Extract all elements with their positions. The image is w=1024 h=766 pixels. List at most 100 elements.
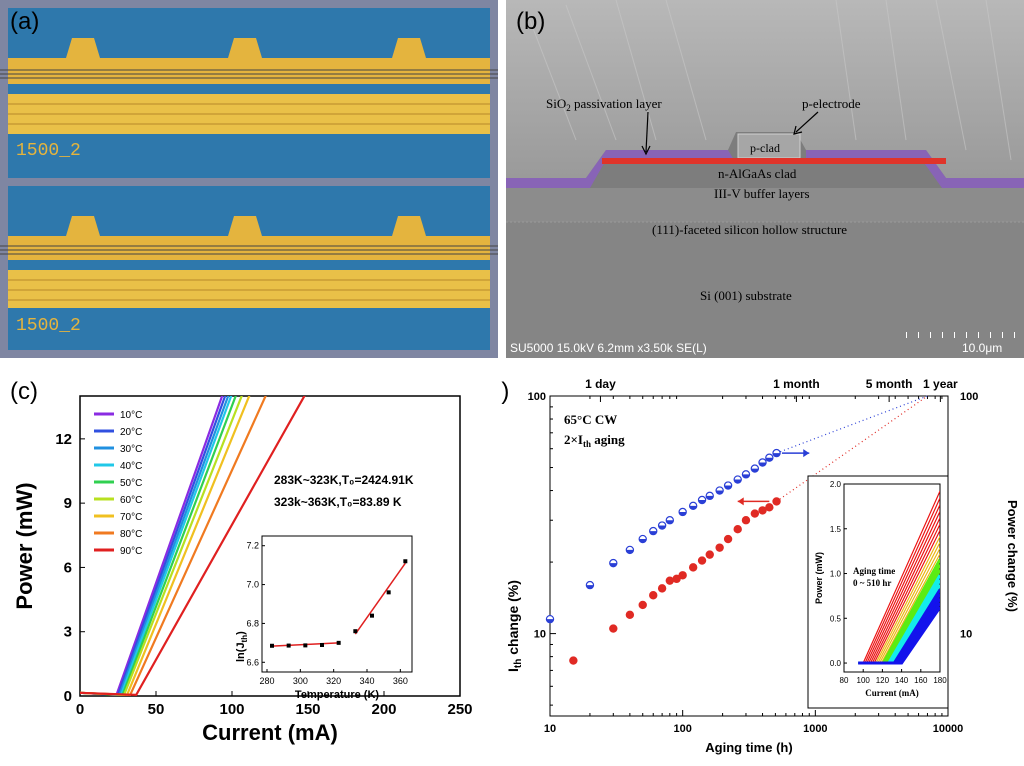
chart-c-xtick-label: 250: [447, 701, 472, 718]
inset-c-point: [320, 642, 324, 647]
chart-d-arrow-right-head: [803, 449, 810, 458]
chart-d-power-point: [688, 563, 698, 572]
chart-d-top-label: 1 day: [585, 377, 616, 391]
chart-d-arrow-left-head: [737, 497, 744, 506]
chart-c-series-line: [80, 396, 306, 696]
active-layer: [602, 158, 946, 164]
chart-d-power-point: [705, 550, 714, 559]
annotation-substrate: Si (001) substrate: [700, 288, 792, 303]
chart-d-top-label: 1 month: [773, 377, 820, 391]
inset-d-xtick-label: 140: [895, 676, 909, 685]
chart-c-xtick-label: 100: [219, 701, 244, 718]
chart-c-legend-label: 80°C: [120, 529, 142, 540]
chart-d-xtick-label: 1000: [803, 723, 827, 735]
chart-d-power-point: [741, 516, 751, 525]
inset-c-xtick-label: 320: [326, 676, 341, 686]
chart-c-legend-label: 20°C: [120, 427, 142, 438]
inset-c-xtick-label: 360: [393, 676, 408, 686]
inset-c-xtick-label: 280: [259, 676, 274, 686]
chart-d-power-point: [665, 576, 675, 585]
annotation-t0-low: 283K~323K,T₀=2424.91K: [274, 473, 414, 487]
annotation-cw: 65°C CW: [564, 412, 617, 427]
chart-d-power-point: [625, 610, 635, 619]
chart-d-ith-point-fill: [658, 525, 666, 530]
chart-d: 10 100 1000 10000 10 10 100 100 Aging time (h) Po…: [505, 377, 1020, 755]
inset-c-xtick-label: 340: [359, 676, 374, 686]
panel-b: SiO2 passivation layer p-electrode p-cla…: [506, 0, 1024, 358]
inset-d-xtick-label: 80: [840, 676, 849, 685]
chart-d-ith-point-fill: [679, 511, 687, 516]
annotation-p-electrode: p-electrode: [802, 96, 861, 111]
top-surface: [506, 0, 1024, 178]
chart-d-ylabel: Ith change (%): [505, 580, 524, 672]
chart-d-power-point: [697, 556, 707, 565]
chart-d-y2tick-label: 10: [960, 629, 972, 641]
chart-d-xtick-label: 10: [544, 723, 556, 735]
chart-d-ith-point-fill: [716, 490, 724, 495]
chart-d-ith-point-fill: [586, 585, 594, 589]
chart-d-extrapolation-ith: [776, 395, 928, 454]
inset-d-ylabel: Power (mW): [814, 552, 824, 604]
chart-d-ith-point-fill: [742, 474, 750, 478]
panel-label-a: (a): [10, 8, 40, 35]
chart-d-xlabel: Aging time (h): [705, 740, 792, 755]
annotation-p-clad: p-clad: [750, 141, 780, 155]
inset-d-xtick-label: 160: [914, 676, 928, 685]
inset-c-ytick-label: 7.0: [246, 580, 259, 590]
chart-d-ith-point-fill: [698, 500, 706, 504]
chart-c-ytick-label: 12: [55, 431, 72, 448]
panel-label-b: (b): [516, 8, 546, 35]
chart-d-ith-point-fill: [609, 563, 617, 567]
chart-d-power-point: [715, 543, 724, 552]
chart-d-ith-point-fill: [751, 468, 759, 473]
chart-d-ith-point-fill: [649, 531, 657, 535]
chart-d-ith-point-fill: [765, 457, 773, 462]
chart-d-power-point: [638, 600, 647, 610]
chart-d-ith-point-fill: [724, 485, 732, 490]
annotation-passivation: SiO2 passivation layer: [546, 96, 662, 113]
inset-d-ytick-label: 2.0: [830, 480, 842, 489]
inset-c-ytick-label: 7.2: [246, 541, 259, 551]
chart-c-xtick-label: 50: [148, 701, 165, 718]
die-top: [8, 8, 490, 178]
die-bottom-waveguide: [8, 270, 490, 308]
inset-c-ytick-label: 6.6: [246, 657, 259, 667]
chart-d-ith-point-fill: [706, 495, 714, 500]
inset-d-xtick-label: 100: [857, 676, 871, 685]
chart-d-power-point: [569, 656, 578, 665]
inset-c-frame: [261, 535, 413, 673]
inset-d-annotation-1: Aging time: [853, 566, 895, 576]
chart-d-power-point: [672, 574, 681, 584]
chart-c-ylabel: Power (mW): [12, 482, 37, 609]
annotation-aging: 2×Ith aging: [564, 432, 625, 449]
chart-d-ith-point-fill: [546, 619, 554, 623]
chart-d-power-point: [609, 624, 618, 633]
chart-d-ith-point-fill: [772, 453, 781, 457]
inset-c-point: [353, 629, 358, 634]
chart-d-power-point: [758, 506, 767, 515]
panel-b-sem-image: SiO2 passivation layer p-electrode p-cla…: [506, 0, 1024, 358]
inset-c-point: [403, 559, 408, 564]
inset-c-fit-line: [354, 562, 406, 635]
panel-a-micrograph: 1500_2 1500_2: [0, 8, 498, 350]
chart-c-legend-label: 50°C: [120, 478, 142, 489]
inset-c-xlabel: Temperature (K): [295, 689, 379, 701]
inset-d-xtick-label: 180: [933, 676, 947, 685]
chart-d-y2label: Power change (%): [1005, 500, 1020, 612]
inset-d-ytick-label: 1.0: [830, 570, 842, 579]
chart-d-power-point: [649, 591, 658, 600]
inset-c-point: [370, 613, 374, 618]
chart-d-power-point: [750, 509, 760, 518]
annotation-buffer: III-V buffer layers: [714, 186, 810, 201]
chart-c-legend-label: 70°C: [120, 512, 142, 523]
die-top-marking: 1500_2: [16, 141, 81, 161]
chart-c-legend-label: 10°C: [120, 410, 142, 421]
chart-c: 0 50 100 150 200 250 0 3 6 9 12 Current (mA) Power (…: [12, 395, 473, 745]
chart-c-legend-label: 40°C: [120, 461, 142, 472]
chart-d-ith-point-fill: [626, 549, 634, 554]
inset-c-point: [386, 590, 391, 595]
inset-c-ylabel: ln(Jth): [235, 631, 249, 662]
inset-c-point: [286, 643, 291, 648]
inset-c-point: [270, 643, 274, 648]
chart-d-power-point: [657, 584, 667, 593]
